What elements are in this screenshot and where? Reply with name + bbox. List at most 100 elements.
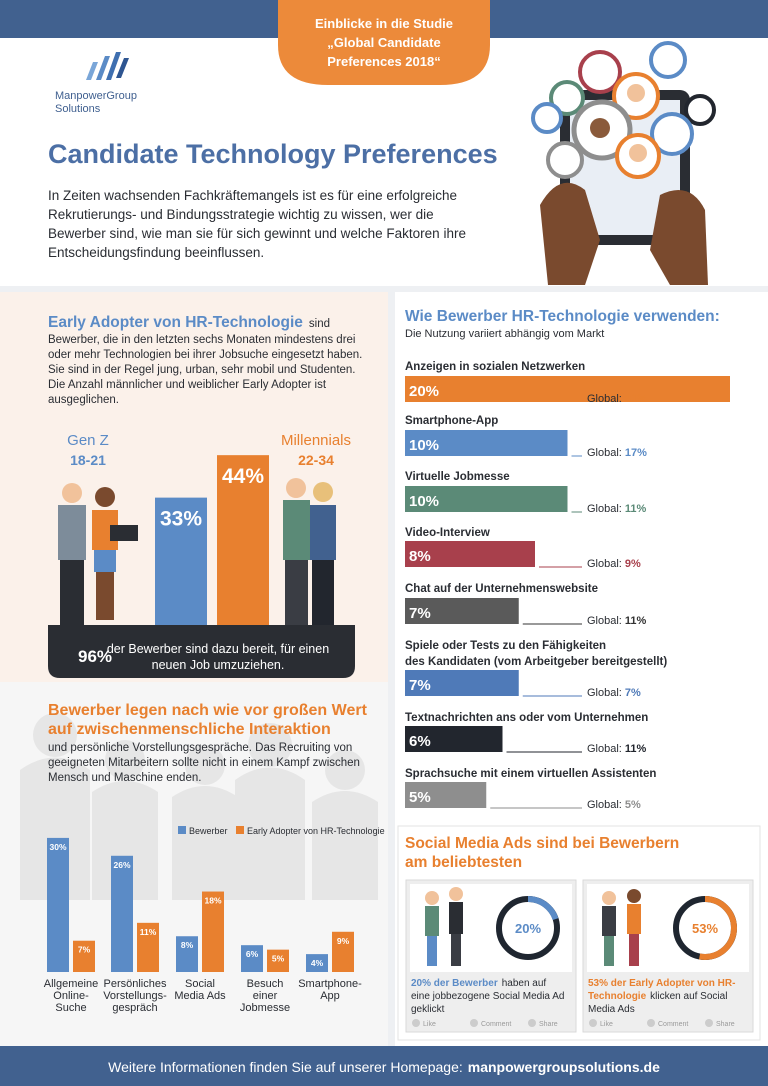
intro-text: Bewerber sind, wie man sie für sich gewi… <box>48 226 466 241</box>
value-label: 30% <box>49 842 66 852</box>
footer-prefix: Weitere Informationen finden Sie auf uns… <box>108 1059 463 1075</box>
bar <box>155 497 207 625</box>
global-value: 11% <box>625 615 647 627</box>
global-value: 11% <box>625 743 647 755</box>
donut-segment <box>527 896 559 921</box>
action-label: Comment <box>658 1021 688 1028</box>
section-text: Die Anzahl männlicher und weiblicher Ear… <box>48 379 327 391</box>
legend-label: Bewerber <box>189 826 228 836</box>
card-highlight: 53% der Early Adopter von HR- <box>588 978 735 989</box>
card-highlight: 20% der Bewerber <box>411 978 498 989</box>
global-prefix: Global: <box>587 558 622 570</box>
badge-text: „Global Candidate <box>327 35 440 50</box>
action-icon <box>412 1019 420 1027</box>
logo-text: Solutions <box>55 103 101 115</box>
section-text: ausgeglichen. <box>48 394 119 406</box>
value-label: 4% <box>311 958 324 968</box>
category-label: Social <box>185 978 215 990</box>
global-prefix: Global: <box>587 393 622 405</box>
value-label: 10% <box>409 493 439 510</box>
global-value: 9% <box>625 558 641 570</box>
section-text: sind <box>309 318 330 330</box>
divider <box>388 292 395 1046</box>
relocation-text: neuen Job umzuziehen. <box>152 658 285 672</box>
intro-text: Rekrutierungs- und Bindungsstrategie wic… <box>48 207 434 222</box>
category-label: Jobmesse <box>240 1002 290 1014</box>
bar-label: Spiele oder Tests zu den Fähigkeiten <box>405 640 606 652</box>
value-label: 8% <box>409 548 431 565</box>
section-text: und persönliche Vorstellungsgespräche. D… <box>48 742 352 754</box>
donut-segment <box>699 896 737 960</box>
bar <box>405 486 568 512</box>
action-label: Comment <box>481 1021 511 1028</box>
section-heading: Early Adopter von HR-Technologie <box>48 314 303 331</box>
global-value: 11% <box>625 503 647 515</box>
section-text: oder mehr Technologien bei ihrer Jobsuch… <box>48 349 362 361</box>
relocation-banner <box>48 625 355 678</box>
bar-label: Textnachrichten ans oder vom Unternehmen <box>405 712 648 724</box>
value-label: 6% <box>246 949 259 959</box>
badge <box>278 0 490 85</box>
value-label: 5% <box>409 789 431 806</box>
value-label: 10% <box>409 437 439 454</box>
value-label: 18% <box>204 896 221 906</box>
bar <box>202 891 224 972</box>
value-label: 5% <box>272 954 285 964</box>
category-label: Besuch <box>247 978 284 990</box>
card-text: geklickt <box>411 1004 445 1015</box>
action-label: Like <box>600 1021 613 1028</box>
value-label: 6% <box>409 733 431 750</box>
bar-label: Chat auf der Unternehmenswebsite <box>405 583 598 595</box>
bar <box>405 782 487 808</box>
section-text: Mensch und Maschine enden. <box>48 772 201 784</box>
donut-label: 20% <box>515 921 541 936</box>
footer-text: Weitere Informationen finden Sie auf uns… <box>108 1059 660 1075</box>
category-label: Media Ads <box>174 990 226 1002</box>
action-icon <box>528 1019 536 1027</box>
category-label: Allgemeine <box>44 978 98 990</box>
section-text: Sie sind in der Regel jung, urban, sehr … <box>48 364 356 376</box>
section-subtitle: Die Nutzung variiert abhängig vom Markt <box>405 328 604 340</box>
section-text: Bewerber, die in den letzten sechs Monat… <box>48 334 356 346</box>
bar <box>137 922 159 972</box>
donut-label: 53% <box>692 921 718 936</box>
category-label: einer <box>253 990 278 1002</box>
global-value: 17% <box>625 447 647 459</box>
badge-text: Preferences 2018“ <box>327 54 440 69</box>
group-label: Gen Z <box>67 432 109 449</box>
value-label: 44% <box>222 465 264 488</box>
bar <box>217 455 269 625</box>
bar <box>306 954 328 972</box>
category-label: Vorstellungs- <box>103 990 167 1002</box>
value-label: 7% <box>409 605 431 622</box>
value-label: 9% <box>337 936 350 946</box>
divider <box>0 286 768 292</box>
global-prefix: Global: <box>587 503 622 515</box>
card-text: Media Ads <box>588 1004 635 1015</box>
section-heading: Social Media Ads sind bei Bewerbern <box>405 835 679 852</box>
action-icon <box>647 1019 655 1027</box>
bar <box>405 541 535 567</box>
global-value: 31% <box>625 393 647 405</box>
logo-mark <box>86 52 129 80</box>
group-age: 18-21 <box>70 452 106 468</box>
action-icon <box>705 1019 713 1027</box>
bar-label: Anzeigen in sozialen Netzwerken <box>405 361 585 373</box>
global-prefix: Global: <box>587 687 622 699</box>
bar-label: Video-Interview <box>405 527 490 539</box>
logo-text: ManpowerGroup <box>55 90 137 102</box>
category-label: App <box>320 990 340 1002</box>
section-heading: Bewerber legen nach wie vor großen Wert <box>48 702 368 719</box>
global-prefix: Global: <box>587 743 622 755</box>
intro-text: In Zeiten wachsenden Fachkräftemangels i… <box>48 188 457 203</box>
bar <box>267 949 289 972</box>
global-prefix: Global: <box>587 615 622 627</box>
global-prefix: Global: <box>587 799 622 811</box>
section-heading: am beliebtesten <box>405 854 522 871</box>
section-heading: auf zwischenmenschliche Interaktion <box>48 721 331 738</box>
bar <box>405 430 568 456</box>
bar <box>111 855 133 972</box>
bar <box>47 837 69 972</box>
